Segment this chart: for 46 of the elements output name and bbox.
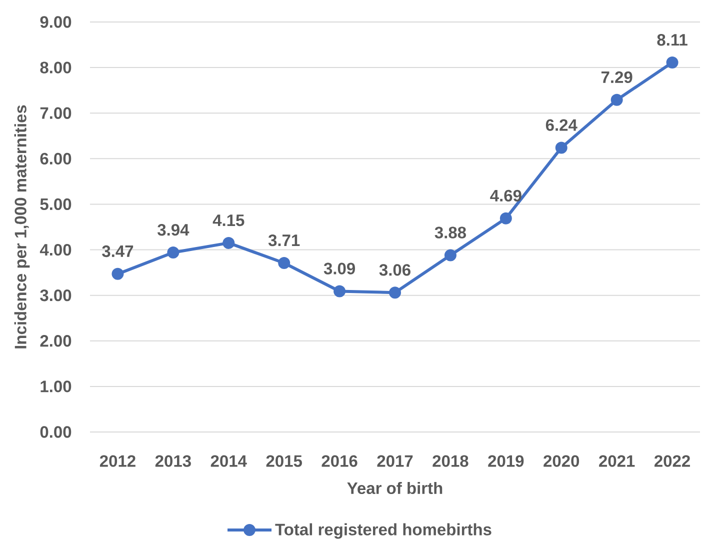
y-tick-label: 9.00 [40, 16, 72, 28]
x-tick-label: 2022 [654, 455, 690, 467]
point [334, 285, 346, 298]
x-tick-label: 2020 [544, 455, 580, 467]
data-label: 8.11 [657, 34, 688, 46]
x-tick-label: 2016 [322, 455, 358, 467]
legend-label: Total registered homebirths [275, 523, 492, 539]
point [444, 249, 456, 262]
data-label: 3.47 [102, 245, 134, 258]
x-tick-label: 2012 [100, 455, 136, 467]
data-label: 4.69 [490, 190, 522, 202]
data-label: 3.09 [324, 262, 355, 274]
y-tick-label: 6.00 [40, 152, 72, 164]
y-tick-label: 3.00 [40, 289, 72, 302]
point [500, 212, 512, 224]
data-label: 6.24 [546, 119, 578, 131]
y-tick-label: 0.00 [40, 426, 72, 438]
point [112, 268, 124, 280]
x-tick-label: 2021 [599, 455, 635, 467]
x-axis-title: Year of birth [347, 482, 442, 494]
y-tick-label: 7.00 [40, 107, 72, 119]
data-label: 7.29 [601, 71, 632, 84]
data-label: 3.06 [379, 264, 410, 276]
y-tick-label: 4.00 [40, 244, 72, 256]
x-tick-label: 2019 [488, 455, 524, 467]
data-label: 3.94 [158, 224, 190, 236]
data-label: 4.15 [212, 214, 244, 226]
y-tick-label: 2.00 [40, 335, 72, 347]
y-tick-label: 1.00 [40, 380, 72, 392]
x-tick-label: 2017 [377, 455, 413, 467]
y-tick-label: 5.00 [40, 198, 72, 210]
x-tick-label: 2015 [266, 455, 302, 467]
point [666, 56, 678, 69]
point [555, 142, 568, 154]
point [610, 94, 623, 106]
y-axis-title: Incidence per 1,000 maternities [14, 105, 30, 348]
point [167, 246, 180, 259]
data-label: 3.71 [268, 234, 300, 246]
y-tick-label: 8.00 [40, 62, 72, 74]
data-label: 3.88 [434, 226, 466, 238]
point [389, 286, 402, 299]
x-tick-label: 2013 [155, 455, 191, 467]
x-tick-label: 2018 [432, 455, 468, 467]
x-tick-label: 2014 [210, 455, 247, 467]
point [278, 256, 290, 269]
point [222, 236, 235, 249]
